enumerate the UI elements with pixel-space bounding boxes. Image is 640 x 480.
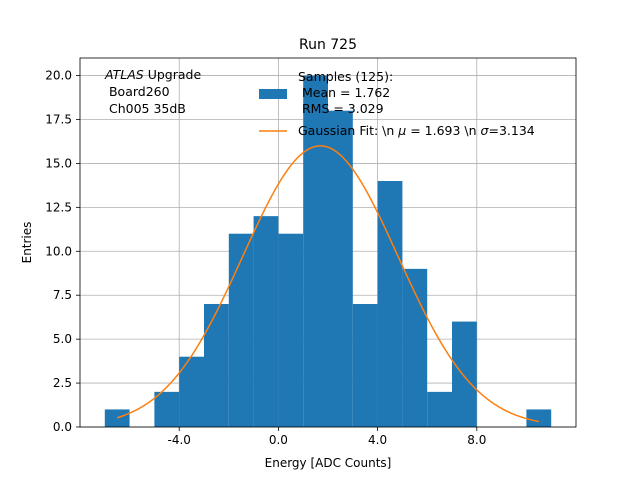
axis-ticks: -4.0 0.0 4.0 8.0 0.0 2.5 5.0 7.5 10.0 12.5 15.0 17.… xyxy=(45,69,486,447)
legend-fit-label: Gaussian Fit: \n μ = 1.693 \n σ=3.134 xyxy=(298,123,535,138)
gaussian-fit-curve xyxy=(116,145,539,423)
histogram-bar xyxy=(253,216,279,427)
x-tick-label: -4.0 xyxy=(167,433,190,447)
y-axis-label: Entries xyxy=(20,222,34,264)
plot-area: -4.0 0.0 4.0 8.0 0.0 2.5 5.0 7.5 10.0 12.5 15.0 17.… xyxy=(45,57,577,447)
histogram-bar xyxy=(154,391,180,427)
y-tick-label: 5.0 xyxy=(53,332,72,346)
y-tick-label: 15.0 xyxy=(45,156,72,170)
legend-fit-mid: = 1.693 \n xyxy=(406,123,480,138)
annotation-channel: Ch005 35dB xyxy=(105,101,186,116)
annotation-board: Board260 xyxy=(105,84,170,99)
legend-histogram-swatch xyxy=(259,89,287,99)
histogram-bar xyxy=(303,75,328,428)
y-tick-label: 17.5 xyxy=(45,113,72,127)
x-tick-label: 8.0 xyxy=(467,433,486,447)
histogram-bar xyxy=(526,409,552,427)
histogram-bar xyxy=(228,233,254,427)
legend-fit-sigma: σ xyxy=(481,123,490,138)
legend-fit-prefix: Gaussian Fit: \n xyxy=(298,123,398,138)
histogram-bar xyxy=(204,304,229,427)
atlas-italic: ATLAS xyxy=(104,67,144,82)
annotation-line-1: ATLAS Upgrade xyxy=(104,67,201,82)
histogram-bar xyxy=(427,391,452,427)
histogram-bar xyxy=(278,233,304,427)
histogram-bar xyxy=(104,409,130,427)
histogram-bar xyxy=(377,181,403,427)
axes-frame xyxy=(79,57,577,428)
x-tick-label: 0.0 xyxy=(269,433,288,447)
x-tick-label: 4.0 xyxy=(368,433,387,447)
atlas-upgrade: Upgrade xyxy=(144,67,202,82)
y-tick-label: 2.5 xyxy=(53,376,72,390)
legend-samples-rms: RMS = 3.029 xyxy=(298,101,384,116)
legend: Samples (125): Mean = 1.762 RMS = 3.029 … xyxy=(259,69,535,138)
y-tick-label: 20.0 xyxy=(45,69,72,83)
chart-title: Run 725 xyxy=(299,37,357,53)
y-tick-label: 10.0 xyxy=(45,244,72,258)
legend-samples-mean: Mean = 1.762 xyxy=(298,85,390,100)
histogram-bar xyxy=(452,321,477,427)
x-axis-label: Energy [ADC Counts] xyxy=(265,456,392,470)
atlas-annotation: ATLAS Upgrade Board260 Ch005 35dB xyxy=(104,67,201,116)
y-tick-label: 7.5 xyxy=(53,288,72,302)
histogram-bar xyxy=(328,110,353,427)
y-tick-label: 0.0 xyxy=(53,420,72,434)
histogram-bar xyxy=(352,304,378,427)
legend-samples-title: Samples (125): xyxy=(298,69,393,84)
legend-fit-mu: μ xyxy=(397,123,406,138)
y-tick-label: 12.5 xyxy=(45,200,72,214)
legend-fit-end: =3.134 xyxy=(488,123,534,138)
histogram-bar xyxy=(402,268,428,427)
